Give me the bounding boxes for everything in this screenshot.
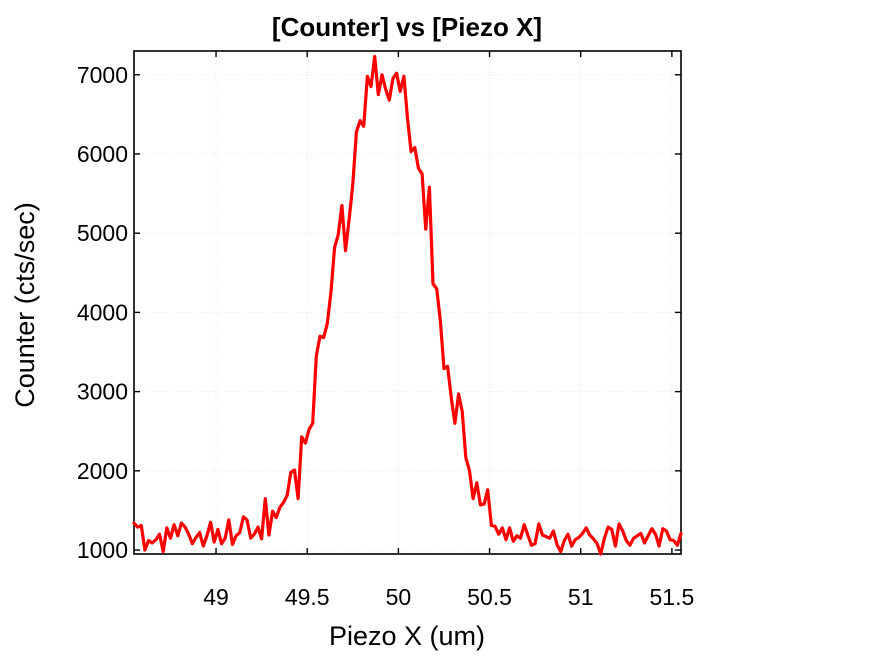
y-tick-label: 4000 bbox=[77, 299, 128, 325]
y-tick-label: 3000 bbox=[77, 379, 128, 405]
y-tick-label: 6000 bbox=[77, 141, 128, 167]
x-tick-label: 51.5 bbox=[650, 584, 695, 610]
x-tick-label: 49 bbox=[203, 584, 229, 610]
x-axis-tick-labels: 49 49.5 50 50.5 51 51.5 bbox=[203, 584, 694, 610]
series-line bbox=[132, 54, 683, 556]
grid bbox=[134, 51, 681, 554]
y-tick-label: 2000 bbox=[77, 458, 128, 484]
x-tick-label: 51 bbox=[568, 584, 594, 610]
y-tick-label: 5000 bbox=[77, 220, 128, 246]
x-tick-label: 50 bbox=[386, 584, 412, 610]
y-axis-label: Counter (cts/sec) bbox=[10, 202, 40, 408]
x-tick-label: 49.5 bbox=[285, 584, 330, 610]
y-axis-tick-labels: 1000 2000 3000 4000 5000 6000 7000 bbox=[77, 62, 128, 563]
axis-ticks bbox=[134, 51, 681, 554]
series-layer bbox=[132, 54, 683, 556]
plot-frame bbox=[133, 50, 682, 555]
chart-title: [Counter] vs [Piezo X] bbox=[272, 12, 542, 42]
y-tick-label: 7000 bbox=[77, 62, 128, 88]
x-tick-label: 50.5 bbox=[467, 584, 512, 610]
x-axis-label: Piezo X (um) bbox=[329, 621, 485, 651]
y-tick-label: 1000 bbox=[77, 537, 128, 563]
